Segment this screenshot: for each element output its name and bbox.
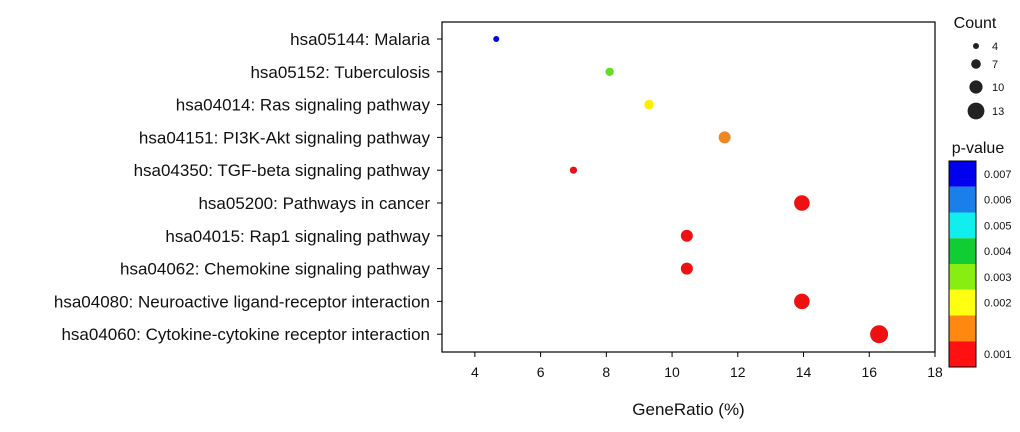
- category-label: hsa04151: PI3K-Akt signaling pathway: [139, 128, 431, 147]
- category-label: hsa04014: Ras signaling pathway: [176, 96, 431, 115]
- color-legend-band: [949, 315, 976, 342]
- category-label: hsa05152: Tuberculosis: [250, 63, 430, 82]
- plot-frame: [441, 21, 936, 353]
- size-legend-label: 10: [992, 82, 1004, 94]
- category-label: hsa04060: Cytokine-cytokine receptor int…: [61, 325, 430, 344]
- data-point: [680, 262, 693, 275]
- color-legend-band: [949, 341, 976, 367]
- color-legend-label: 0.006: [984, 195, 1012, 207]
- data-point: [870, 325, 889, 344]
- size-legend-dot: [973, 43, 979, 49]
- category-label: hsa05200: Pathways in cancer: [198, 194, 430, 213]
- color-legend-band: [949, 186, 976, 213]
- color-legend-label: 0.007: [984, 169, 1012, 181]
- size-legend-title: Count: [954, 15, 997, 32]
- color-legend-band: [949, 238, 976, 264]
- color-legend-title: p-value: [952, 140, 1005, 157]
- category-label: hsa04080: Neuroactive ligand-receptor in…: [54, 292, 430, 311]
- x-tick-label: 10: [664, 364, 680, 380]
- size-legend-label: 4: [992, 41, 998, 53]
- x-tick-label: 6: [537, 364, 545, 380]
- category-label: hsa04015: Rap1 signaling pathway: [165, 227, 430, 246]
- color-legend-band: [949, 264, 976, 290]
- color-legend-frame: [948, 160, 977, 368]
- color-legend-label: 0.004: [984, 246, 1012, 258]
- data-point: [605, 67, 614, 77]
- size-legend-dot: [967, 102, 985, 120]
- data-point: [794, 195, 810, 211]
- size-legend-label: 13: [992, 106, 1004, 118]
- color-legend-label: 0.001: [984, 349, 1012, 361]
- color-legend-band: [949, 212, 976, 239]
- size-legend-label: 7: [992, 59, 998, 71]
- category-label: hsa05144: Malaria: [290, 30, 430, 49]
- color-legend-label: 0.002: [984, 298, 1012, 310]
- x-tick-label: 8: [602, 364, 610, 380]
- x-tick-label: 14: [796, 364, 812, 380]
- x-axis-title: GeneRatio (%): [632, 400, 744, 419]
- data-point: [680, 229, 693, 242]
- data-point: [718, 131, 731, 144]
- category-label: hsa04350: TGF-beta signaling pathway: [134, 161, 431, 180]
- size-legend-dot: [969, 80, 983, 94]
- data-point: [569, 166, 578, 174]
- color-legend-label: 0.005: [984, 220, 1012, 232]
- color-legend-label: 0.003: [984, 272, 1012, 284]
- color-legend-band: [949, 289, 976, 316]
- x-tick-label: 4: [471, 364, 479, 380]
- data-point: [794, 293, 810, 310]
- data-point: [493, 36, 500, 42]
- color-legend-band: [949, 161, 976, 187]
- data-point: [644, 99, 654, 110]
- x-tick-label: 16: [861, 364, 877, 380]
- size-legend-dot: [971, 59, 981, 69]
- x-tick-label: 18: [927, 364, 943, 380]
- category-label: hsa04062: Chemokine signaling pathway: [120, 260, 430, 279]
- x-tick-label: 12: [730, 364, 746, 380]
